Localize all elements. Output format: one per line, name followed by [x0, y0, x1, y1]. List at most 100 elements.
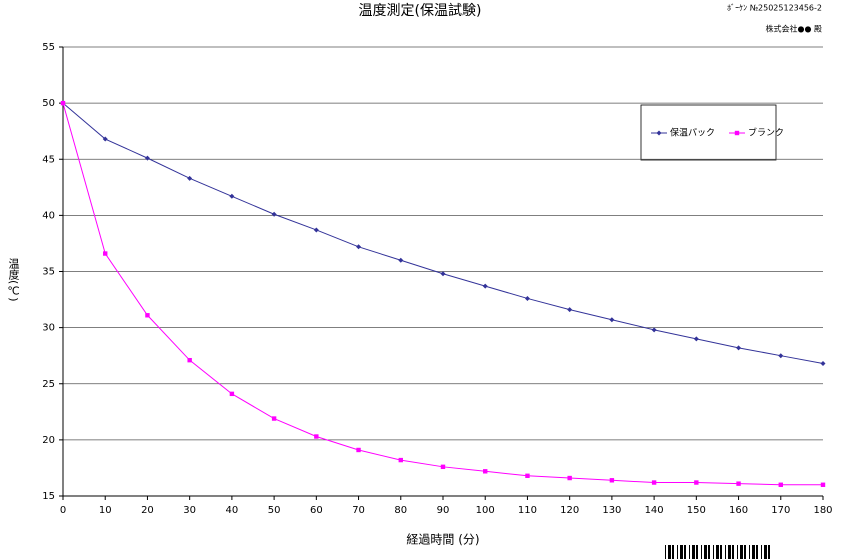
x-tick-label: 140 [645, 505, 664, 516]
x-tick-label: 10 [99, 505, 112, 516]
point [694, 480, 699, 485]
barcode-bar [764, 545, 767, 559]
barcode-bar [692, 545, 695, 559]
point [609, 478, 615, 483]
x-tick-label: 160 [729, 505, 748, 516]
barcode-bar [701, 545, 702, 559]
point [736, 481, 741, 486]
point [103, 251, 108, 256]
barcode-bar [684, 545, 686, 559]
point [736, 345, 742, 351]
barcode-bar [696, 545, 698, 559]
barcode-bar [665, 545, 666, 559]
point [483, 469, 488, 474]
point [820, 482, 826, 487]
point [820, 361, 826, 367]
point [144, 155, 150, 161]
point [398, 457, 403, 463]
barcode-bar [689, 545, 690, 559]
barcode-bar [677, 545, 678, 559]
point [187, 175, 193, 181]
x-tick-label: 130 [602, 505, 621, 516]
point [313, 227, 319, 233]
x-tick-label: 170 [771, 505, 790, 516]
y-tick-label: 55 [42, 42, 55, 53]
x-tick-label: 50 [268, 505, 281, 516]
y-tick-label: 50 [42, 98, 55, 109]
barcode-bar [708, 545, 710, 559]
barcode-bar [749, 545, 750, 559]
point [440, 271, 446, 277]
report-number: ﾎﾞｰｹﾝ №25025123456-2 [727, 4, 822, 13]
point [356, 244, 362, 250]
point [778, 353, 784, 359]
x-tick-label: 90 [437, 505, 450, 516]
x-tick-label: 100 [476, 505, 495, 516]
point [734, 130, 740, 136]
y-axis-label: 温度(℃) [7, 258, 20, 302]
point [693, 336, 699, 342]
x-tick-label: 40 [226, 505, 239, 516]
point [356, 447, 361, 453]
point [60, 100, 66, 106]
y-tick-label: 15 [42, 491, 55, 502]
barcode-bar [720, 545, 722, 559]
x-tick-label: 70 [352, 505, 365, 516]
point [314, 434, 319, 439]
point [651, 480, 657, 485]
barcode-bar [668, 545, 671, 559]
point [398, 257, 404, 263]
point [656, 130, 662, 136]
barcode-bar [725, 545, 726, 559]
barcode-bar [768, 545, 770, 559]
x-tick-label: 60 [310, 505, 323, 516]
customer: 株式会社●● 殿 [765, 24, 822, 34]
point [567, 475, 572, 481]
barcode-bar [728, 545, 731, 559]
y-tick-label: 25 [42, 379, 55, 390]
point [440, 464, 446, 470]
point [525, 473, 530, 478]
barcode-bar [704, 545, 707, 559]
point [271, 211, 277, 217]
barcode-bar [752, 545, 755, 559]
point [609, 317, 615, 323]
point [567, 307, 573, 313]
barcode-bar [740, 545, 743, 559]
point [102, 136, 108, 142]
x-tick-label: 150 [687, 505, 706, 516]
x-tick-label: 80 [394, 505, 407, 516]
x-axis-label: 経過時間 (分) [406, 533, 479, 547]
legend-label: ブランク [748, 127, 784, 139]
x-tick-label: 30 [183, 505, 196, 516]
barcode-bar [756, 545, 758, 559]
point [482, 283, 488, 289]
x-tick-label: 110 [518, 505, 537, 516]
y-tick-label: 35 [42, 267, 55, 278]
x-tick-label: 0 [60, 505, 66, 516]
point [778, 482, 783, 487]
legend-label: 保温パック [670, 127, 715, 139]
barcode-bar [716, 545, 719, 559]
barcode [665, 545, 770, 559]
point [271, 416, 277, 421]
barcode-bar [672, 545, 674, 559]
x-tick-label: 120 [560, 505, 579, 516]
y-tick-label: 20 [42, 435, 55, 446]
barcode-bar [761, 545, 762, 559]
y-tick-label: 30 [42, 323, 55, 334]
point [229, 193, 235, 199]
barcode-bar [732, 545, 734, 559]
point [651, 327, 657, 333]
barcode-bar [737, 545, 738, 559]
barcode-bar [713, 545, 714, 559]
y-tick-label: 45 [42, 154, 55, 165]
chart-title: 温度測定(保温試験) [359, 3, 482, 19]
point [145, 313, 150, 318]
barcode-bar [680, 545, 683, 559]
point [229, 391, 235, 397]
x-tick-label: 20 [141, 505, 154, 516]
point [524, 295, 530, 301]
point [187, 357, 192, 363]
